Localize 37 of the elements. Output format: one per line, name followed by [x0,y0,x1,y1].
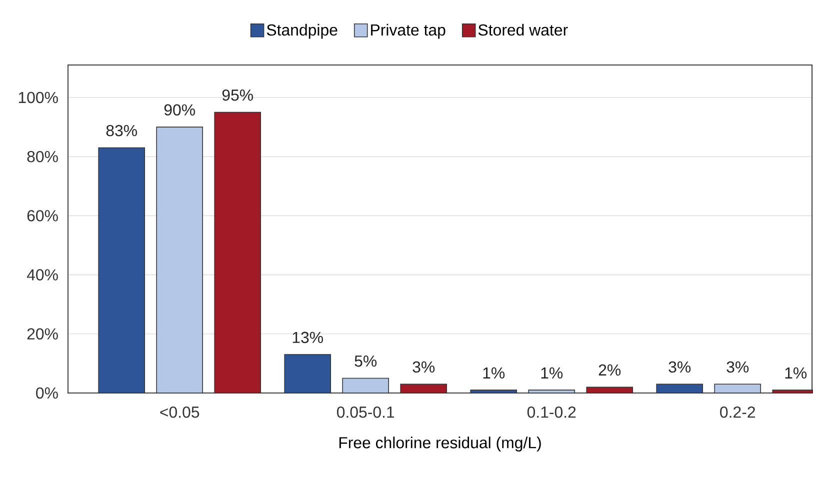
y-tick-label: 100% [18,92,58,104]
bar [400,384,448,394]
x-tick-label: <0.05 [160,406,200,418]
bar [470,390,518,394]
legend-label: Stored water [478,24,568,36]
y-tick-label: 20% [27,328,58,340]
data-label: 1% [541,367,563,379]
data-label: 1% [785,367,807,379]
bar [586,386,634,394]
bar [214,112,261,394]
data-label: 3% [668,361,691,373]
legend-label: Private tap [371,24,446,39]
x-tick-label: 0.1-0.2 [527,406,576,418]
data-label: 83% [106,124,137,136]
y-tick-label: 40% [26,269,58,280]
data-label: 95% [222,89,253,101]
bar [656,384,704,394]
bar [98,147,145,394]
x-axis-title: Free chlorine residual (mg/L) [339,436,541,452]
data-label: 13% [292,332,323,344]
legend-label: Standpipe [266,24,338,39]
data-label: 90% [164,104,195,116]
bar [284,354,331,394]
bar [156,126,203,394]
x-tick-label: 0.05-0.1 [336,406,394,418]
data-label: 3% [412,361,435,373]
data-label: 1% [483,367,505,379]
bar [714,384,762,394]
y-tick-label: 80% [27,150,58,162]
bar [528,390,576,394]
y-tick-label: 60% [27,210,58,222]
data-label: 5% [354,355,377,367]
data-label: 2% [598,364,621,376]
data-label: 3% [726,361,749,373]
y-tick-label: 0% [36,387,58,399]
x-tick-label: 0.2-2 [720,406,755,418]
bar [342,378,390,394]
